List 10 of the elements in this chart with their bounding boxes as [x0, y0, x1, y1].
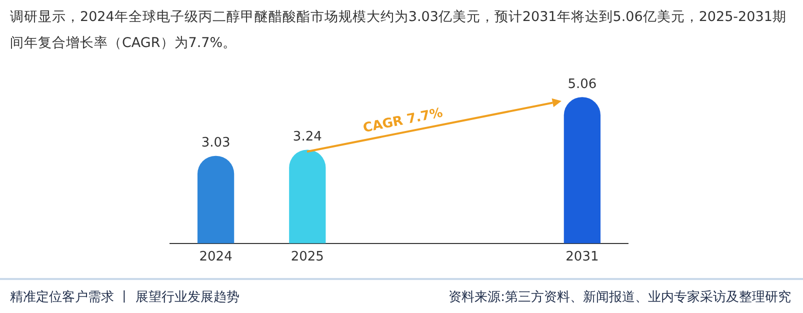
- text: 资料来源:第三方资料、新闻报道、业内专家采访及整理研究: [448, 289, 791, 306]
- data-label: 3.24: [292, 130, 322, 145]
- data-label: 3.03: [201, 136, 230, 151]
- data-label: 5.06: [568, 77, 597, 92]
- annotation: CAGR 7.7%: [362, 106, 444, 136]
- x-tick-label: 2025: [290, 250, 324, 265]
- chart-title: 调研显示，2024年全球电子级丙二醇甲醚醋酸酯市场规模大约为3.03亿美元，预计2031年将达到5.06亿美元，2025-2031期间年复合增长率（CAGR）为7.7%。: [10, 8, 788, 53]
- text: 精准定位客户需求 丨 展望行业发展趋势: [10, 289, 240, 306]
- x-tick-label: 2031: [566, 250, 599, 265]
- x-tick-label: 2024: [199, 250, 232, 265]
